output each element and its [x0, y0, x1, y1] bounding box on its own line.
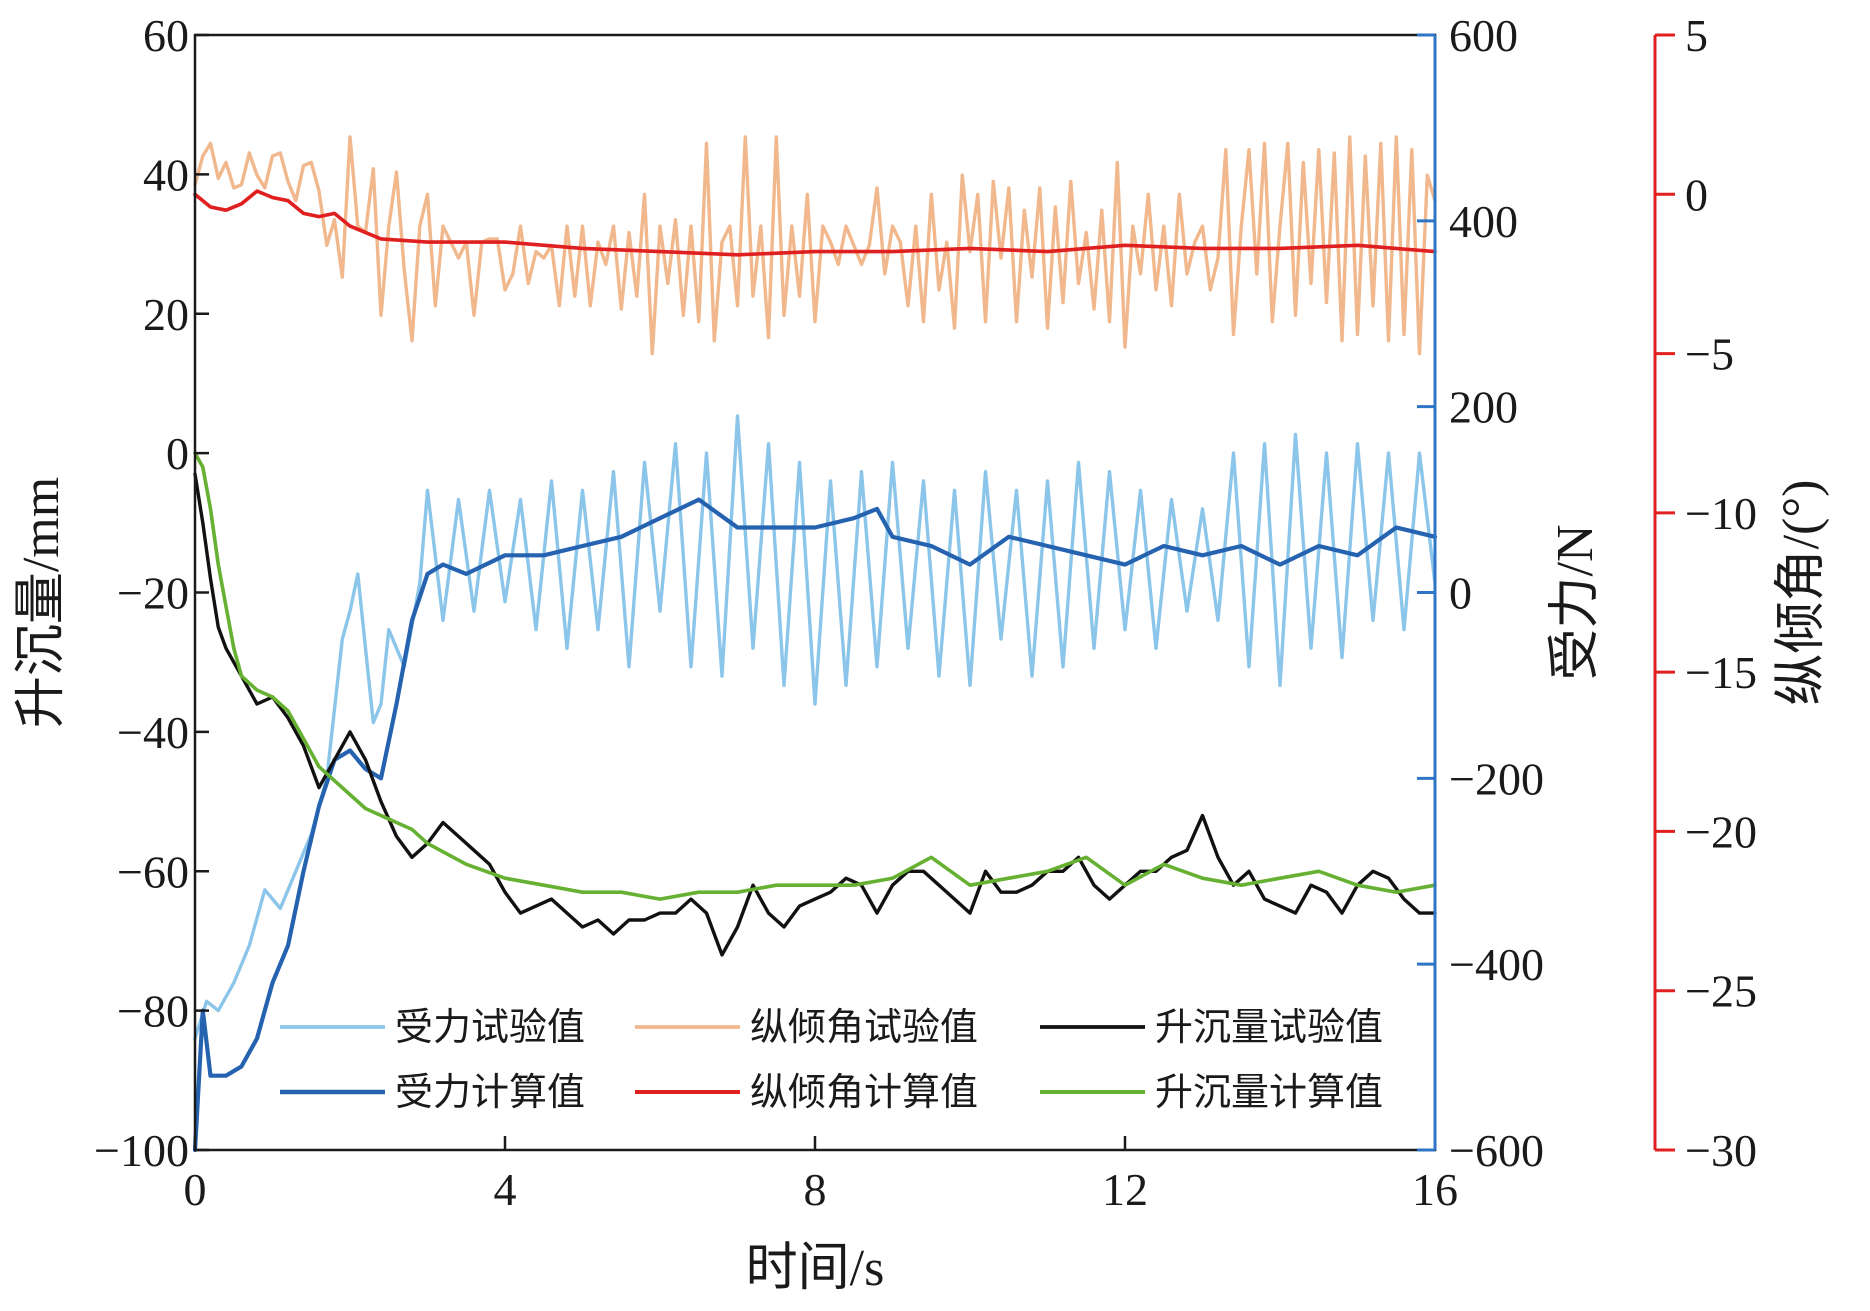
force-tick-label: −600: [1449, 1125, 1544, 1176]
legend-label: 纵倾角计算值: [750, 1072, 978, 1114]
legend-label: 纵倾角试验值: [750, 1007, 978, 1049]
pitch-tick-label: −25: [1685, 966, 1757, 1017]
x-axis-title: 时间/s: [746, 1240, 885, 1297]
pitch-tick-label: −10: [1685, 488, 1757, 539]
legend-label: 受力试验值: [395, 1007, 585, 1049]
x-tick-label: 0: [184, 1164, 207, 1215]
pitch-tick-label: 0: [1685, 169, 1708, 220]
axes-layer: 0 4 8 12 16−100−80−60−40−200204060−600−400−2…: [94, 10, 1757, 1215]
series-layer: [192, 135, 1438, 1153]
left-tick-label: 20: [143, 289, 189, 340]
pitch-tick-label: −30: [1685, 1125, 1757, 1176]
x-tick-label: 8: [804, 1164, 827, 1215]
series-line: [193, 414, 1437, 1041]
left-tick-label: −40: [117, 707, 189, 758]
x-tick-label: 16: [1412, 1164, 1458, 1215]
left-tick-label: −60: [117, 846, 189, 897]
series-line: [193, 472, 1437, 957]
legend-label: 受力计算值: [395, 1072, 585, 1114]
force-tick-label: −200: [1449, 753, 1544, 804]
series-line: [193, 135, 1437, 356]
left-tick-label: 60: [143, 10, 189, 61]
pitch-tick-label: −5: [1685, 329, 1734, 380]
force-axis-title: 受力/N: [1547, 524, 1604, 680]
left-tick-label: 40: [143, 149, 189, 200]
pitch-axis-title: 纵倾角/(°): [1773, 480, 1830, 706]
series-line: [192, 497, 1438, 1153]
legend-label: 升沉量计算值: [1155, 1072, 1383, 1114]
x-tick-label: 12: [1102, 1164, 1148, 1215]
x-tick-label: 4: [494, 1164, 517, 1215]
left-tick-label: −20: [117, 568, 189, 619]
plot-frame: [193, 33, 1437, 1152]
series-line: [193, 189, 1437, 257]
pitch-tick-label: 5: [1685, 10, 1708, 61]
legend-label: 升沉量试验值: [1155, 1007, 1383, 1049]
series-line: [193, 451, 1437, 901]
left-tick-label: −100: [94, 1125, 189, 1176]
left-axis-title: 升沉量/mm: [13, 477, 70, 728]
left-tick-label: 0: [166, 428, 189, 479]
force-tick-label: 400: [1449, 196, 1518, 247]
force-tick-label: 200: [1449, 382, 1518, 433]
force-tick-label: −400: [1449, 939, 1544, 990]
force-tick-label: 600: [1449, 10, 1518, 61]
pitch-tick-label: −20: [1685, 806, 1757, 857]
pitch-tick-label: −15: [1685, 647, 1757, 698]
left-tick-label: −80: [117, 986, 189, 1037]
force-tick-label: 0: [1449, 568, 1472, 619]
